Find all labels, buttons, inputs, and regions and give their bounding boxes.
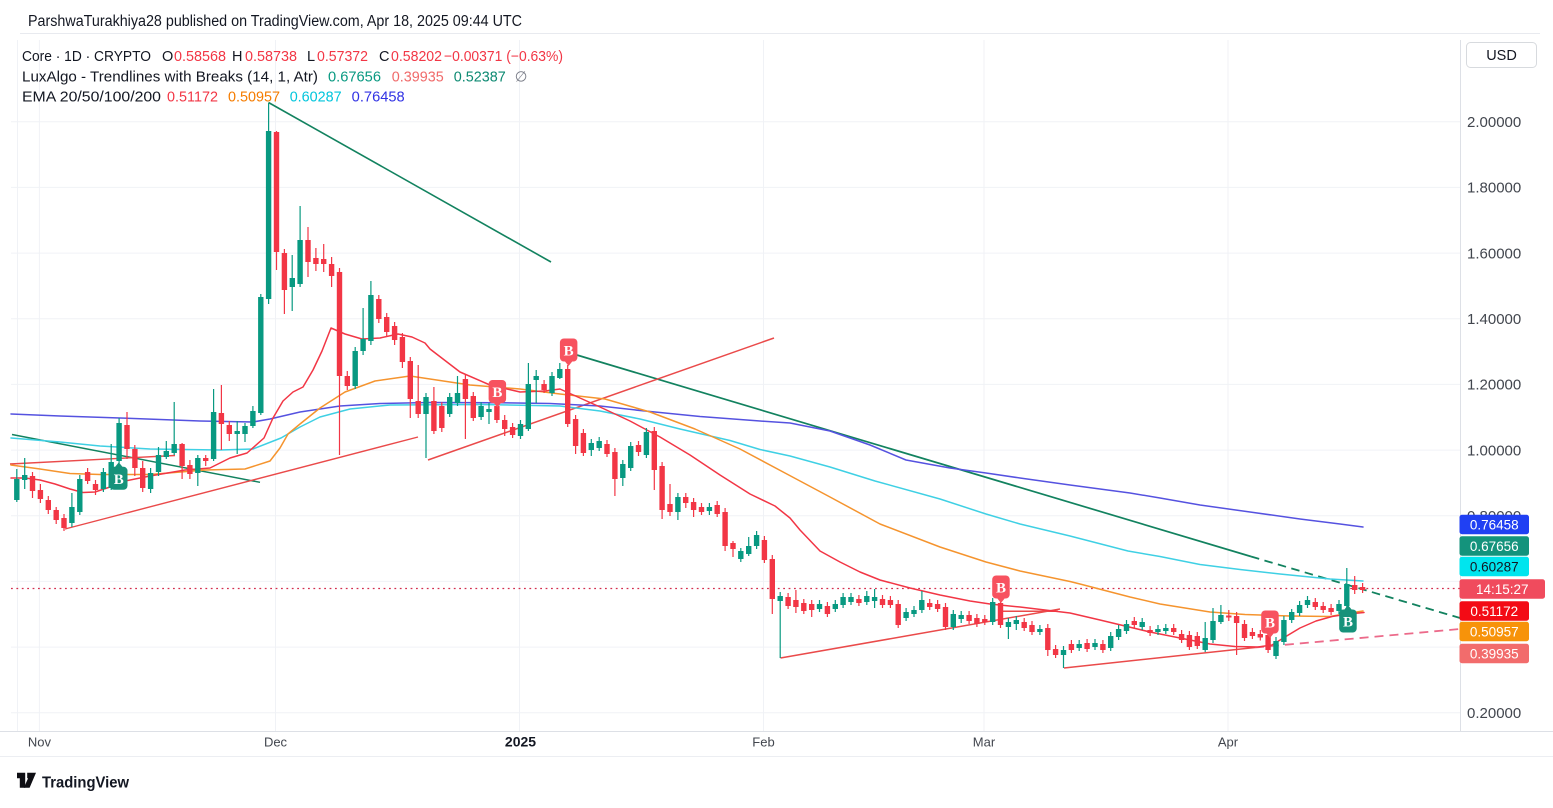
- svg-text:LuxAlgo - Trendlines with Brea: LuxAlgo - Trendlines with Breaks (14, 1,…: [22, 70, 318, 86]
- svg-text:Dec: Dec: [264, 735, 288, 750]
- svg-text:B: B: [564, 344, 574, 360]
- svg-text:0.50957: 0.50957: [1470, 624, 1519, 639]
- svg-text:H: H: [232, 49, 242, 65]
- svg-text:0.39935: 0.39935: [1470, 646, 1519, 661]
- svg-text:B: B: [1343, 615, 1353, 631]
- svg-text:1.60000: 1.60000: [1467, 245, 1521, 262]
- svg-text:B: B: [492, 385, 502, 401]
- svg-text:0.76458: 0.76458: [1470, 517, 1519, 532]
- svg-text:O: O: [162, 49, 173, 65]
- svg-text:1.20000: 1.20000: [1467, 377, 1521, 394]
- svg-text:0.58568: 0.58568: [174, 49, 226, 65]
- svg-text:0.76458: 0.76458: [352, 90, 405, 106]
- svg-text:0.67656: 0.67656: [328, 70, 381, 86]
- svg-text:0.58738: 0.58738: [245, 49, 297, 65]
- svg-text:Feb: Feb: [752, 735, 774, 750]
- svg-text:0.51172: 0.51172: [167, 90, 218, 106]
- svg-text:2.00000: 2.00000: [1467, 114, 1521, 131]
- svg-text:1.00000: 1.00000: [1467, 442, 1521, 459]
- svg-text:Apr: Apr: [1218, 735, 1239, 750]
- svg-text:14:15:27: 14:15:27: [1476, 582, 1529, 597]
- svg-text:EMA 20/50/100/200: EMA 20/50/100/200: [22, 90, 161, 106]
- svg-text:L: L: [307, 49, 315, 65]
- svg-text:2025: 2025: [505, 734, 536, 750]
- svg-text:B: B: [996, 581, 1006, 597]
- svg-text:B: B: [114, 472, 124, 488]
- svg-text:0.50957: 0.50957: [228, 90, 280, 106]
- svg-text:0.67656: 0.67656: [1470, 539, 1519, 554]
- svg-text:0.58202: 0.58202: [391, 49, 442, 65]
- svg-text:TradingView: TradingView: [42, 775, 130, 792]
- svg-text:0.60287: 0.60287: [1470, 559, 1519, 574]
- svg-text:−0.00371 (−0.63%): −0.00371 (−0.63%): [444, 49, 563, 65]
- svg-text:Core · 1D · CRYPTO: Core · 1D · CRYPTO: [22, 49, 151, 65]
- svg-text:0.60287: 0.60287: [290, 90, 342, 106]
- svg-text:0.57372: 0.57372: [317, 49, 368, 65]
- svg-text:0.52387: 0.52387: [454, 70, 506, 86]
- svg-text:0.51172: 0.51172: [1470, 604, 1518, 619]
- svg-text:Nov: Nov: [28, 735, 52, 750]
- svg-text:B: B: [1265, 616, 1275, 632]
- svg-text:USD: USD: [1486, 48, 1517, 64]
- svg-text:C: C: [379, 49, 389, 65]
- svg-text:1.80000: 1.80000: [1467, 180, 1521, 197]
- svg-text:0.20000: 0.20000: [1467, 705, 1521, 722]
- svg-text:∅: ∅: [515, 70, 528, 86]
- svg-text:1.40000: 1.40000: [1467, 311, 1521, 328]
- svg-text:0.39935: 0.39935: [392, 70, 444, 86]
- svg-text:Mar: Mar: [973, 735, 996, 750]
- svg-text:ParshwaTurakhiya28 published o: ParshwaTurakhiya28 published on TradingV…: [28, 13, 522, 30]
